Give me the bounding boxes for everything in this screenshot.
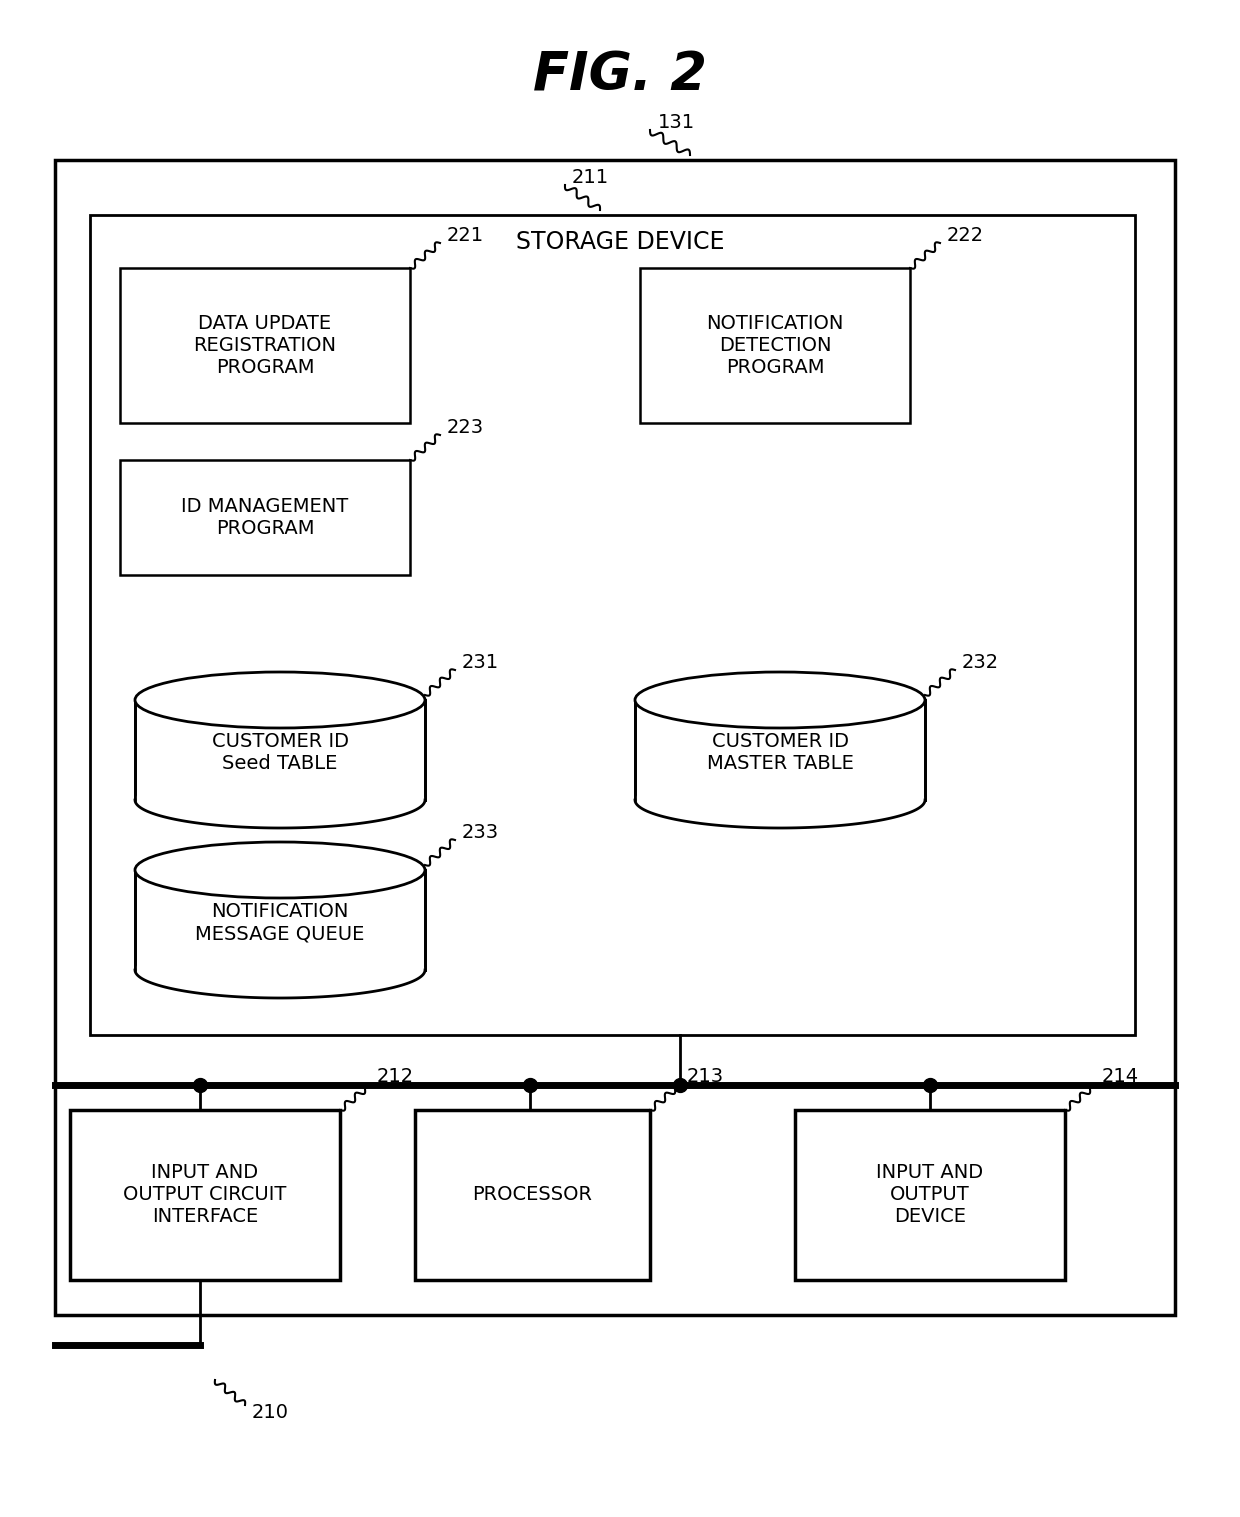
Text: NOTIFICATION
MESSAGE QUEUE: NOTIFICATION MESSAGE QUEUE — [196, 903, 365, 944]
Text: 212: 212 — [377, 1068, 414, 1086]
Text: DATA UPDATE
REGISTRATION
PROGRAM: DATA UPDATE REGISTRATION PROGRAM — [193, 314, 336, 378]
Text: 231: 231 — [463, 652, 500, 672]
Text: 223: 223 — [446, 417, 484, 437]
Bar — [635, 699, 925, 799]
Ellipse shape — [635, 672, 925, 728]
Bar — [91, 215, 1135, 1035]
Text: 211: 211 — [572, 167, 609, 187]
Bar — [120, 269, 410, 423]
Ellipse shape — [135, 942, 425, 998]
Text: INPUT AND
OUTPUT
DEVICE: INPUT AND OUTPUT DEVICE — [877, 1164, 983, 1227]
Ellipse shape — [135, 672, 425, 728]
Text: 222: 222 — [947, 226, 985, 244]
Text: PROCESSOR: PROCESSOR — [472, 1185, 593, 1204]
Text: 233: 233 — [463, 822, 500, 842]
Text: 210: 210 — [252, 1403, 289, 1423]
Bar — [415, 1110, 650, 1280]
Text: 131: 131 — [658, 112, 696, 132]
Ellipse shape — [135, 842, 425, 898]
Bar — [55, 159, 1176, 1315]
Bar — [640, 269, 910, 423]
Text: 213: 213 — [687, 1068, 724, 1086]
Text: ID MANAGEMENT
PROGRAM: ID MANAGEMENT PROGRAM — [181, 498, 348, 539]
Bar — [135, 871, 425, 969]
Ellipse shape — [635, 772, 925, 828]
Bar — [120, 460, 410, 575]
Text: INPUT AND
OUTPUT CIRCUIT
INTERFACE: INPUT AND OUTPUT CIRCUIT INTERFACE — [123, 1164, 286, 1227]
Text: STORAGE DEVICE: STORAGE DEVICE — [516, 231, 724, 253]
Bar — [69, 1110, 340, 1280]
Text: NOTIFICATION
DETECTION
PROGRAM: NOTIFICATION DETECTION PROGRAM — [707, 314, 843, 378]
Text: 232: 232 — [962, 652, 999, 672]
Text: FIG. 2: FIG. 2 — [533, 49, 707, 102]
Bar — [795, 1110, 1065, 1280]
Text: CUSTOMER ID
MASTER TABLE: CUSTOMER ID MASTER TABLE — [707, 733, 853, 774]
Text: 221: 221 — [446, 226, 484, 244]
Ellipse shape — [135, 772, 425, 828]
Text: CUSTOMER ID
Seed TABLE: CUSTOMER ID Seed TABLE — [212, 733, 348, 774]
Bar — [135, 699, 425, 799]
Text: 214: 214 — [1102, 1068, 1140, 1086]
